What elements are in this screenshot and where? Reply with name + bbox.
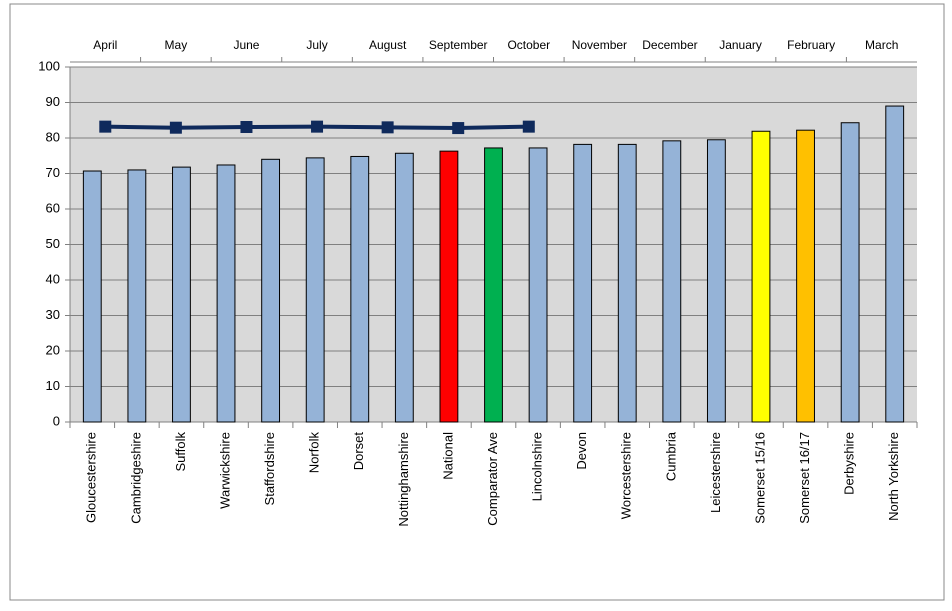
top-tick-label: April [93,38,117,52]
bar [751,130,771,423]
line-marker [169,121,182,134]
line-marker [240,120,253,133]
x-tick-label: Norfolk [307,432,322,474]
y-tick-label: 80 [46,129,60,144]
y-tick-label: 30 [46,307,60,322]
x-tick-label: Lincolnshire [530,432,545,501]
bar [216,164,236,423]
bar [439,150,459,423]
top-tick-label: May [165,38,188,52]
bar [885,105,905,423]
bar [573,143,593,423]
line-marker [381,121,394,134]
bar [840,122,860,423]
x-tick-label: Warwickshire [217,432,232,509]
bar [127,169,147,423]
x-tick-label: Devon [574,432,589,470]
bar [796,129,815,423]
x-tick-label: Somerset 16/17 [797,432,812,524]
bar [82,170,102,423]
top-tick-label: January [719,38,762,52]
x-tick-label: Dorset [351,432,366,471]
bar [617,143,637,423]
x-tick-label: Nottinghamshire [396,432,411,527]
line-marker [522,120,535,133]
line-marker [452,122,465,135]
bar [261,158,281,423]
top-tick-label: December [642,38,697,52]
top-tick-label: June [233,38,259,52]
x-tick-label: Staffordshire [262,432,277,505]
top-tick-label: March [865,38,898,52]
bar [394,152,414,423]
x-tick-label: Gloucestershire [84,432,99,523]
top-tick-label: September [429,38,488,52]
bar [706,139,726,423]
y-tick-label: 10 [46,378,60,393]
bar [484,147,503,423]
y-tick-label: 90 [46,94,60,109]
x-tick-label: National [440,432,455,480]
top-tick-label: February [787,38,835,52]
x-tick-label: Comparator Ave [485,432,500,526]
top-tick-label: November [572,38,627,52]
bar [528,147,548,423]
y-tick-label: 40 [46,271,60,286]
top-tick-label: August [369,38,407,52]
y-tick-label: 70 [46,165,60,180]
y-tick-label: 50 [46,236,60,251]
x-tick-label: Cumbria [663,431,678,481]
bar [172,166,191,423]
y-tick-label: 20 [46,342,60,357]
x-tick-label: Suffolk [173,432,188,472]
top-tick-label: July [306,38,327,52]
line-marker [99,120,112,133]
line-marker [311,120,324,133]
y-tick-label: 60 [46,200,60,215]
x-tick-label: Derbyshire [842,432,857,495]
x-tick-label: Cambridgeshire [128,432,143,524]
x-tick-label: North Yorkshire [886,432,901,521]
bar [305,157,325,423]
x-tick-label: Worcestershire [619,432,634,519]
x-tick-label: Somerset 15/16 [752,432,767,524]
x-tick-label: Leicestershire [708,432,723,513]
bar [662,140,682,423]
y-tick-label: 0 [53,413,60,428]
y-tick-label: 100 [38,58,60,73]
bar [350,155,370,423]
top-tick-label: October [507,38,550,52]
